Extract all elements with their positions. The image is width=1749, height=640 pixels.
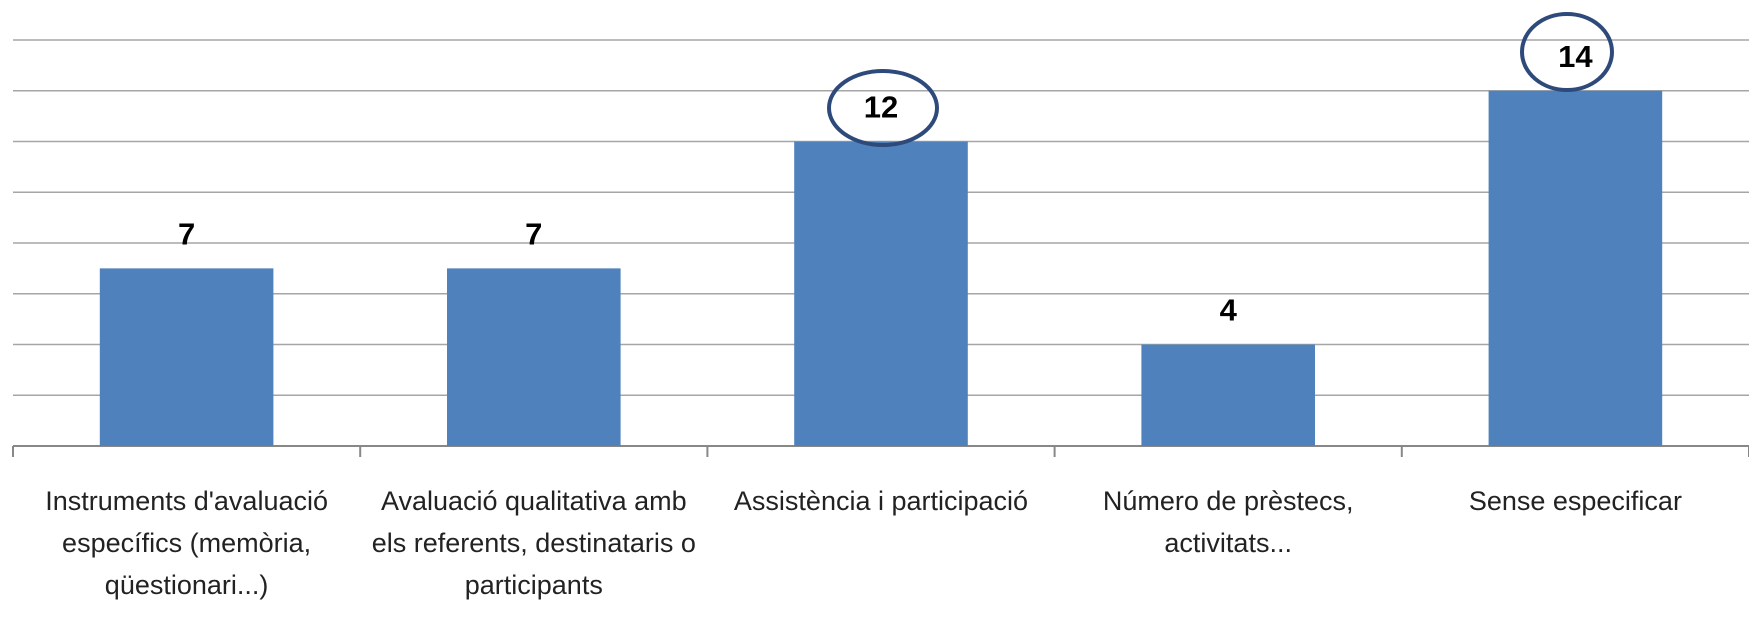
data-label: 4 xyxy=(1220,293,1238,328)
highlight-circle xyxy=(1520,12,1614,92)
bar xyxy=(99,268,274,446)
x-tick-label: Instruments d'avaluació específics (memò… xyxy=(45,486,328,600)
x-tick-label: Número de prèstecs, activitats... xyxy=(1102,486,1354,558)
data-label: 14 xyxy=(1558,39,1593,74)
x-tick-label: Assistència i participació xyxy=(733,486,1029,516)
bars: 7 7 12 4 14 xyxy=(99,39,1663,446)
data-label: 7 xyxy=(178,216,195,251)
bar xyxy=(1141,344,1315,446)
data-label: 12 xyxy=(864,90,898,125)
highlight-circle xyxy=(827,69,939,147)
bar xyxy=(447,268,621,446)
bar xyxy=(1488,90,1663,446)
data-label: 7 xyxy=(525,216,542,251)
bar xyxy=(794,141,968,446)
x-tick-label: Avaluació qualitativa amb els referents,… xyxy=(371,486,696,600)
x-tick-label: Sense especificar xyxy=(1468,486,1682,516)
